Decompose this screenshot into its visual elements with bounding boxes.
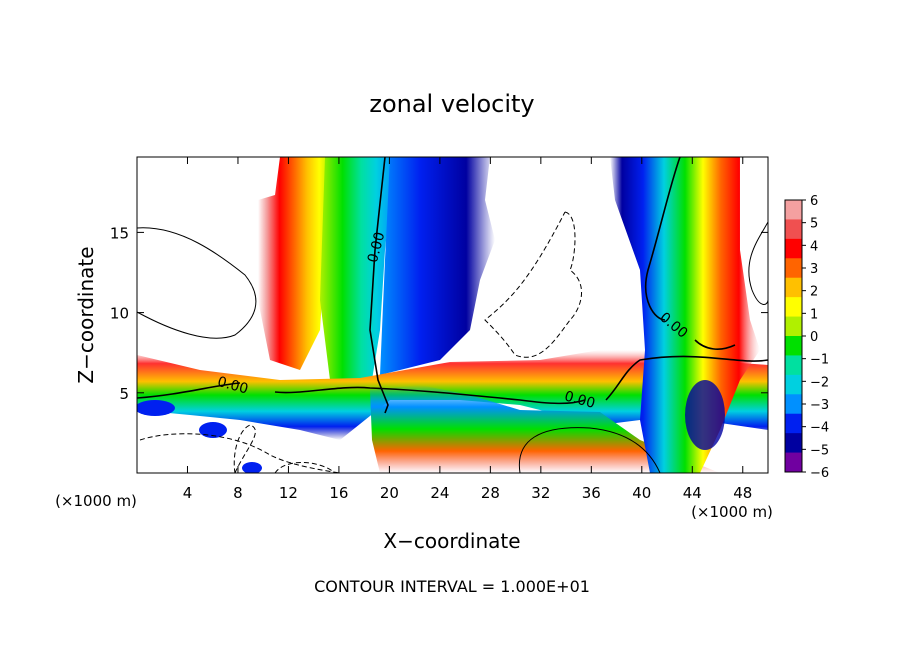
velocity-field bbox=[137, 157, 768, 473]
plot-frame bbox=[136, 156, 769, 474]
contour-label: 0.00 bbox=[563, 388, 597, 412]
colorbar-tick-label: 0 bbox=[810, 330, 818, 345]
colorbar-swatch bbox=[785, 297, 802, 318]
x-tick-label: 40 bbox=[632, 484, 651, 502]
y-tick-label: 15 bbox=[110, 224, 129, 242]
x-tick-label: 24 bbox=[430, 484, 449, 502]
colorbar-tick-label: 5 bbox=[810, 217, 818, 232]
colorbar: 6 5 4 3 2 1 0 −1 −2 −3 −4 −5 −6 bbox=[784, 194, 829, 481]
colorbar-tick-label: 1 bbox=[810, 307, 818, 322]
colorbar-tick-label: 2 bbox=[810, 285, 818, 300]
x-tick-label: 32 bbox=[531, 484, 550, 502]
y-tick-label: 5 bbox=[119, 385, 129, 403]
zero-contours bbox=[137, 157, 768, 414]
green-band bbox=[320, 157, 395, 380]
contour-interval-note: CONTOUR INTERVAL = 1.000E+01 bbox=[314, 577, 590, 596]
x-tick-label: 20 bbox=[380, 484, 399, 502]
x-axis-label: X−coordinate bbox=[383, 529, 520, 553]
y-axis: 5 10 15 bbox=[110, 224, 768, 403]
x-tick-label: 4 bbox=[183, 484, 193, 502]
x-axis: 4 8 12 16 20 24 28 32 36 40 44 48 bbox=[183, 157, 752, 502]
negative-blob-1 bbox=[199, 422, 227, 438]
colorbar-swatch bbox=[785, 336, 802, 356]
colorbar-swatch bbox=[785, 277, 802, 298]
x-tick-label: 12 bbox=[279, 484, 298, 502]
east-jets bbox=[610, 157, 760, 473]
x-tick-label: 8 bbox=[233, 484, 243, 502]
negative-blob-3 bbox=[242, 462, 262, 473]
colorbar-swatch bbox=[785, 238, 802, 259]
colorbar-tick-label: −6 bbox=[810, 466, 829, 481]
y-unit-label: (×1000 m) bbox=[55, 492, 137, 510]
y-tick-label: 10 bbox=[110, 305, 129, 323]
contour-label: 0.00 bbox=[365, 230, 389, 264]
x-tick-label: 36 bbox=[582, 484, 601, 502]
colorbar-swatch bbox=[785, 316, 802, 337]
colorbar-swatch bbox=[785, 200, 802, 220]
colorbar-tick-label: −1 bbox=[810, 353, 829, 368]
lower-shear-band-2 bbox=[370, 385, 720, 473]
negative-jet-center bbox=[380, 157, 495, 375]
chart-title: zonal velocity bbox=[369, 90, 534, 118]
colorbar-tick-label: −3 bbox=[810, 398, 829, 413]
colorbar-swatch bbox=[785, 258, 802, 279]
y-axis-label: Z−coordinate bbox=[74, 246, 98, 383]
x-tick-label: 44 bbox=[683, 484, 702, 502]
colorbar-tick-label: 4 bbox=[810, 239, 818, 254]
x-tick-label: 16 bbox=[329, 484, 348, 502]
negative-blob-2 bbox=[137, 400, 175, 416]
colorbar-tick-label: 3 bbox=[810, 262, 818, 277]
contour-label: 0.00 bbox=[216, 374, 250, 398]
colorbar-swatch bbox=[785, 355, 802, 376]
x-tick-label: 28 bbox=[481, 484, 500, 502]
negative-blob-4 bbox=[685, 380, 725, 450]
colorbar-swatch bbox=[785, 394, 802, 415]
colorbar-swatch bbox=[785, 219, 802, 240]
colorbar-swatch bbox=[785, 374, 802, 395]
colorbar-tick-label: −4 bbox=[810, 421, 829, 436]
colorbar-tick-label: −2 bbox=[810, 375, 829, 390]
colorbar-swatch bbox=[785, 433, 802, 454]
x-unit-label: (×1000 m) bbox=[691, 503, 773, 521]
contour-lines bbox=[137, 211, 768, 473]
colorbar-swatch bbox=[785, 413, 802, 434]
colorbar-tick-label: −5 bbox=[810, 443, 829, 458]
x-tick-label: 48 bbox=[733, 484, 752, 502]
colorbar-tick-label: 6 bbox=[810, 194, 818, 209]
colorbar-swatch bbox=[785, 452, 802, 473]
positive-jet-west bbox=[258, 157, 330, 370]
